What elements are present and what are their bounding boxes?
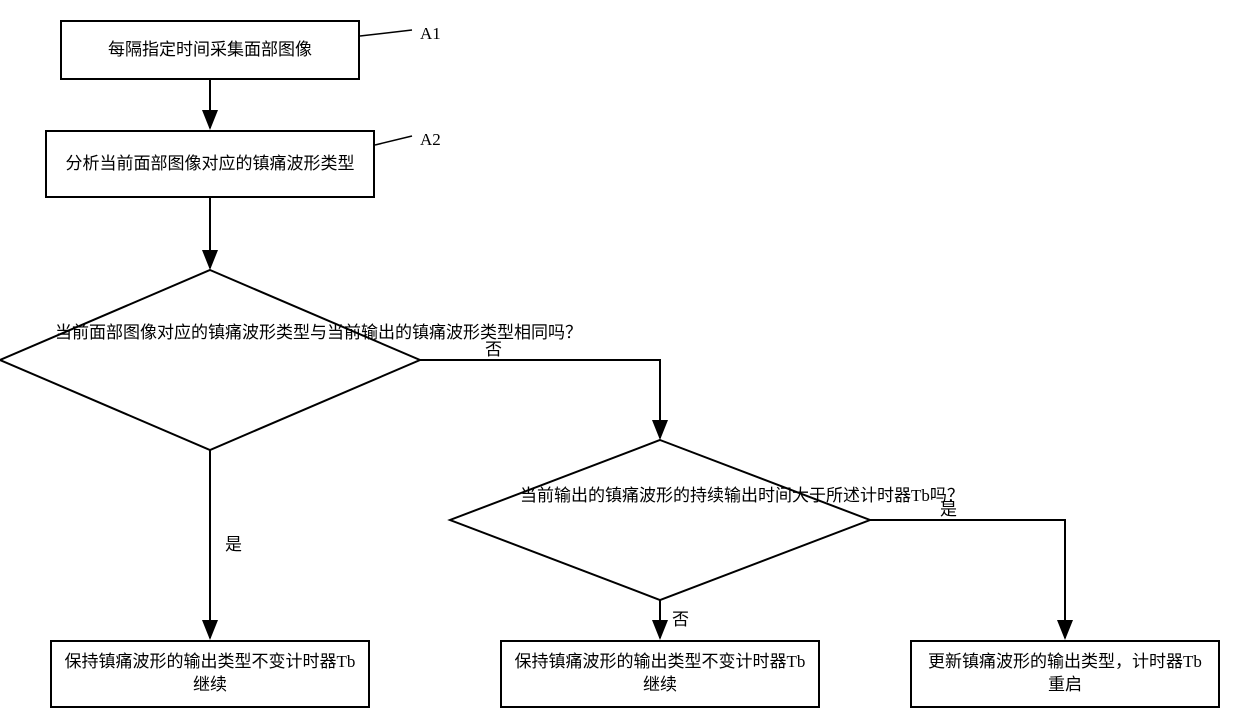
node-r2-text: 保持镇痛波形的输出类型不变计时器Tb继续 [512, 651, 808, 697]
connectors [0, 0, 1240, 722]
node-d2-text: 当前输出的镇痛波形的持续输出时间大于所述计时器Tb吗？ [520, 485, 800, 508]
node-r3: 更新镇痛波形的输出类型，计时器Tb重启 [910, 640, 1220, 708]
node-a2: 分析当前面部图像对应的镇痛波形类型 [45, 130, 375, 198]
label-d1-yes: 是 [225, 530, 242, 555]
node-r1: 保持镇痛波形的输出类型不变计时器Tb继续 [50, 640, 370, 708]
node-r1-text: 保持镇痛波形的输出类型不变计时器Tb继续 [62, 651, 358, 697]
node-d1-text: 当前面部图像对应的镇痛波形类型与当前输出的镇痛波形类型相同吗？ [55, 322, 365, 345]
node-a2-text: 分析当前面部图像对应的镇痛波形类型 [66, 153, 355, 176]
label-d2-no: 否 [672, 605, 689, 630]
tag-a1: A1 [420, 24, 441, 44]
node-a1: 每隔指定时间采集面部图像 [60, 20, 360, 80]
diamond-d1-svg [0, 0, 1240, 722]
diamond-d2-svg [0, 0, 1240, 722]
flowchart-canvas: 每隔指定时间采集面部图像 A1 分析当前面部图像对应的镇痛波形类型 A2 当前面… [0, 0, 1240, 722]
tag-a2: A2 [420, 130, 441, 150]
node-r2: 保持镇痛波形的输出类型不变计时器Tb继续 [500, 640, 820, 708]
node-r3-text: 更新镇痛波形的输出类型，计时器Tb重启 [922, 651, 1208, 697]
node-a1-text: 每隔指定时间采集面部图像 [108, 39, 312, 62]
